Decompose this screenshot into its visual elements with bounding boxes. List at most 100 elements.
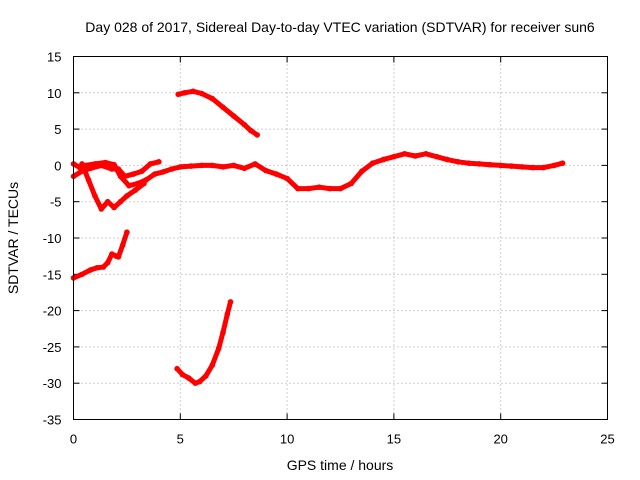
- data-point: [186, 375, 192, 381]
- x-tick-label: 5: [177, 432, 184, 447]
- data-point: [119, 242, 126, 249]
- data-point: [423, 151, 429, 157]
- plot-frame: [73, 56, 608, 420]
- data-point: [337, 185, 344, 192]
- data-point: [540, 164, 547, 171]
- data-point: [476, 161, 483, 167]
- data-point: [98, 162, 105, 169]
- data-point: [305, 185, 312, 192]
- data-point: [139, 168, 145, 174]
- data-point: [141, 180, 147, 187]
- y-tick-label: -10: [43, 231, 62, 246]
- data-point: [209, 162, 216, 169]
- data-point: [87, 165, 94, 172]
- data-point: [109, 166, 115, 172]
- data-point: [98, 206, 105, 212]
- data-point: [94, 265, 100, 271]
- data-point: [215, 345, 222, 352]
- data-point: [174, 365, 180, 372]
- data-point: [327, 185, 333, 192]
- data-point: [126, 182, 132, 189]
- data-point: [104, 198, 111, 205]
- data-point: [124, 193, 130, 199]
- data-point: [227, 299, 234, 305]
- y-tick-label: -20: [43, 304, 62, 319]
- data-point: [115, 166, 122, 172]
- data-point: [196, 378, 203, 385]
- data-point: [175, 91, 181, 98]
- data-point: [92, 193, 98, 199]
- y-tick-label: 0: [54, 158, 61, 173]
- data-point: [147, 161, 154, 167]
- data-point: [87, 267, 94, 273]
- data-point: [444, 156, 451, 163]
- data-point: [115, 254, 122, 260]
- data-point: [132, 187, 139, 193]
- data-point: [224, 311, 231, 318]
- series-bottom-hook: [174, 299, 233, 386]
- chart-title: Day 028 of 2017, Sidereal Day-to-day VTE…: [85, 19, 595, 35]
- data-point: [169, 166, 175, 172]
- data-point: [100, 264, 107, 270]
- data-series: [70, 88, 566, 387]
- series-early-dip: [79, 161, 147, 212]
- data-point: [177, 164, 184, 170]
- data-point: [455, 159, 461, 165]
- data-point: [179, 371, 186, 378]
- data-point: [220, 329, 226, 336]
- y-tick-label: -25: [43, 340, 62, 355]
- data-point: [348, 180, 355, 187]
- grid-lines: [73, 56, 608, 420]
- data-point: [117, 198, 124, 205]
- data-point: [559, 160, 566, 166]
- y-tick-label: 10: [47, 86, 61, 101]
- data-point: [104, 259, 111, 266]
- data-point: [497, 162, 504, 169]
- x-tick-label: 10: [280, 432, 294, 447]
- data-point: [188, 163, 194, 169]
- data-point: [401, 151, 408, 157]
- data-point: [359, 168, 365, 174]
- series-upper-arc: [175, 88, 260, 138]
- data-point: [181, 90, 188, 96]
- data-point: [254, 132, 260, 138]
- y-axis-label: SDTVAR / TECUs: [5, 182, 21, 294]
- data-point: [220, 164, 226, 170]
- data-point: [111, 161, 117, 168]
- data-point: [190, 88, 196, 95]
- data-point: [79, 168, 85, 174]
- data-point: [248, 127, 254, 134]
- x-tick-label: 20: [493, 432, 507, 447]
- data-point: [79, 161, 85, 167]
- y-tick-labels: 15 10 5 0 -5 -10 -15 -20 -25 -30 -35: [43, 50, 62, 428]
- y-tick-label: 5: [54, 122, 61, 137]
- x-tick-label: 15: [387, 432, 401, 447]
- data-point: [262, 167, 269, 174]
- x-tick-label: 0: [70, 432, 77, 447]
- x-tick-labels: 0 5 10 15 20 25: [70, 432, 615, 447]
- data-point: [241, 121, 248, 128]
- y-tick-label: -15: [43, 267, 62, 282]
- data-point: [412, 153, 419, 159]
- data-point: [203, 373, 209, 379]
- data-point: [508, 163, 515, 169]
- data-point: [519, 164, 525, 170]
- data-point: [316, 184, 322, 190]
- x-axis-label: GPS time / hours: [287, 457, 394, 473]
- data-point: [79, 271, 85, 278]
- data-point: [252, 161, 258, 167]
- data-point: [198, 162, 205, 169]
- data-point: [487, 161, 493, 168]
- data-point: [369, 160, 376, 166]
- data-point: [230, 162, 237, 169]
- x-tick-label: 25: [600, 432, 614, 447]
- data-point: [391, 153, 397, 160]
- data-point: [209, 95, 216, 102]
- data-point: [109, 251, 115, 257]
- data-point: [111, 204, 117, 211]
- data-point: [465, 160, 472, 166]
- data-point: [220, 104, 226, 111]
- data-point: [156, 159, 162, 165]
- data-point: [284, 175, 290, 182]
